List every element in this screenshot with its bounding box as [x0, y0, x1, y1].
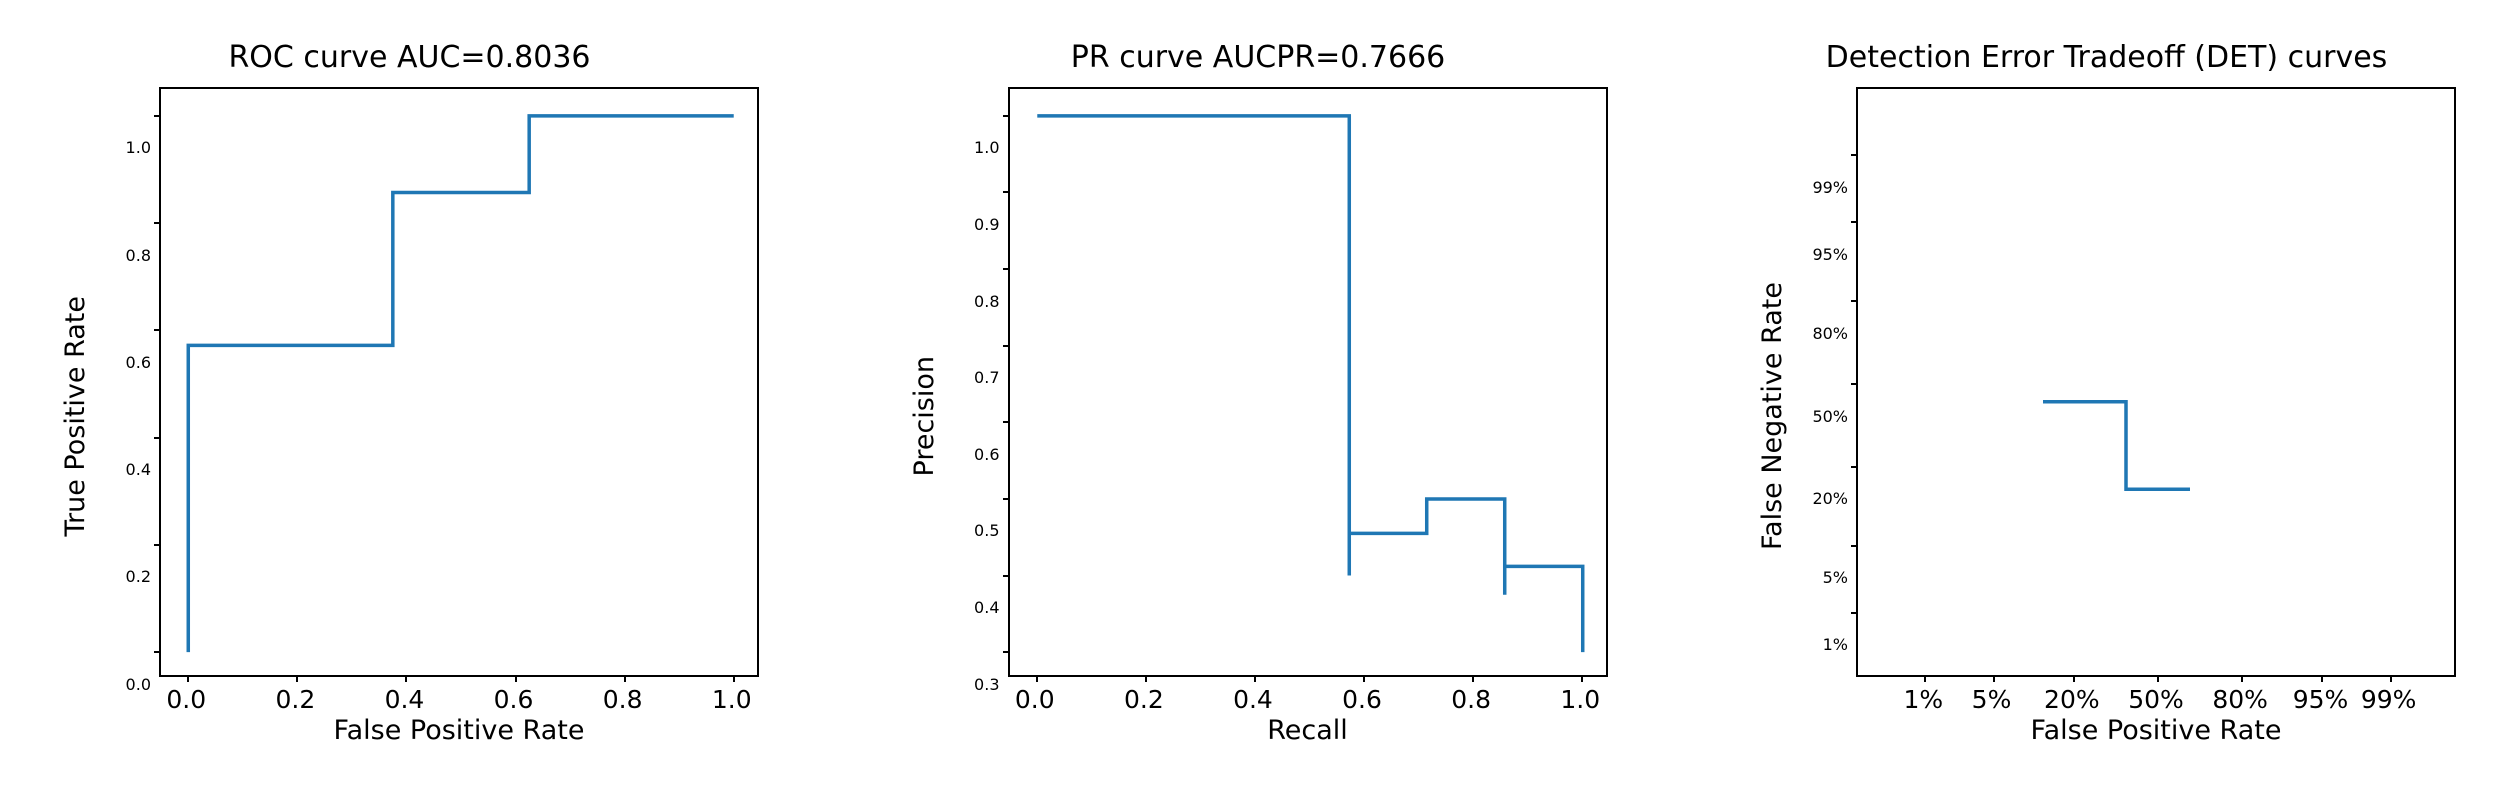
det-axes [1856, 87, 2456, 677]
ytick-mark [154, 222, 161, 224]
curve-line [1037, 116, 1582, 652]
ytick-label: 0.9 [974, 217, 999, 233]
ytick-label: 0.6 [974, 447, 999, 463]
ytick-mark [1851, 300, 1858, 302]
ytick-mark [1003, 345, 1010, 347]
xtick-label: 5% [1972, 685, 2012, 714]
ytick-mark [154, 544, 161, 546]
pr-line-svg [1010, 89, 1610, 679]
xtick-label: 99% [2361, 685, 2417, 714]
xtick-label: 0.6 [1342, 685, 1382, 714]
ytick-label: 0.4 [974, 600, 999, 616]
ytick-mark [1003, 421, 1010, 423]
ytick-mark [1003, 191, 1010, 193]
curve-line [188, 116, 733, 652]
pr-subplot: PR curve AUCPR=0.7666 Precision 0.30.40.… [909, 40, 1608, 746]
ytick-label: 0.0 [126, 677, 151, 693]
det-line-svg [1858, 89, 2458, 679]
ytick-label: 0.4 [126, 462, 151, 478]
roc-subplot: ROC curve AUC=0.8036 True Positive Rate … [60, 40, 759, 746]
pr-xticks: 0.0 0.2 0.4 0.6 0.8 1.0 [1008, 677, 1608, 713]
xtick-label: 80% [2212, 685, 2268, 714]
det-xlabel: False Positive Rate [1856, 715, 2456, 746]
det-yticks: 1% 5% 20% 50% 80% 95% 99% [1796, 122, 1856, 712]
roc-xlabel: False Positive Rate [159, 715, 759, 746]
pr-xlabel: Recall [1008, 715, 1608, 746]
ytick-mark [154, 437, 161, 439]
ytick-mark [154, 651, 161, 653]
xtick-label: 20% [2044, 685, 2100, 714]
figure: ROC curve AUC=0.8036 True Positive Rate … [0, 0, 2516, 798]
pr-title: PR curve AUCPR=0.7666 [1071, 40, 1446, 75]
xtick-label: 1.0 [1560, 685, 1600, 714]
xtick-label: 1.0 [712, 685, 752, 714]
roc-xticks: 0.0 0.2 0.4 0.6 0.8 1.0 [159, 677, 759, 713]
xtick-label: 0.8 [603, 685, 643, 714]
xtick-label: 0.0 [166, 685, 206, 714]
ytick-mark [1851, 612, 1858, 614]
ytick-mark [1003, 651, 1010, 653]
xtick-label: 0.4 [385, 685, 425, 714]
ytick-mark [1003, 268, 1010, 270]
roc-yticks: 0.0 0.2 0.4 0.6 0.8 1.0 [99, 122, 159, 712]
det-title: Detection Error Tradeoff (DET) curves [1826, 40, 2388, 75]
ytick-mark [1003, 115, 1010, 117]
xtick-label: 50% [2128, 685, 2184, 714]
ytick-label: 20% [1812, 491, 1848, 507]
ytick-label: 0.7 [974, 370, 999, 386]
roc-line-svg [161, 89, 761, 679]
ytick-label: 50% [1812, 409, 1848, 425]
roc-ylabel: True Positive Rate [60, 296, 91, 537]
ytick-label: 0.5 [974, 523, 999, 539]
xtick-label: 0.2 [275, 685, 315, 714]
ytick-label: 1.0 [974, 140, 999, 156]
roc-title: ROC curve AUC=0.8036 [228, 40, 590, 75]
xtick-label: 0.6 [494, 685, 534, 714]
pr-axes [1008, 87, 1608, 677]
det-ylabel: False Negative Rate [1757, 282, 1788, 550]
xtick-label: 95% [2293, 685, 2349, 714]
roc-axes [159, 87, 759, 677]
xtick-label: 0.8 [1451, 685, 1491, 714]
xtick-label: 1% [1904, 685, 1944, 714]
xtick-label: 0.0 [1015, 685, 1055, 714]
ytick-mark [1851, 221, 1858, 223]
ytick-mark [154, 115, 161, 117]
ytick-mark [1003, 575, 1010, 577]
ytick-label: 0.8 [126, 248, 151, 264]
pr-yticks: 0.3 0.4 0.5 0.6 0.7 0.8 0.9 1.0 [948, 122, 1008, 712]
det-xticks: 1% 5% 20% 50% 80% 95% 99% [1856, 677, 2456, 713]
ytick-label: 1.0 [126, 140, 151, 156]
ytick-label: 99% [1812, 180, 1848, 196]
ytick-mark [1851, 545, 1858, 547]
det-subplot: Detection Error Tradeoff (DET) curves Fa… [1757, 40, 2456, 746]
ytick-mark [1851, 383, 1858, 385]
ytick-mark [154, 329, 161, 331]
ytick-label: 0.3 [974, 677, 999, 693]
ytick-mark [1851, 466, 1858, 468]
ytick-mark [1003, 498, 1010, 500]
xtick-label: 0.2 [1124, 685, 1164, 714]
ytick-mark [1851, 154, 1858, 156]
ytick-label: 5% [1823, 570, 1848, 586]
xtick-label: 0.4 [1233, 685, 1273, 714]
pr-ylabel: Precision [909, 356, 940, 476]
ytick-label: 95% [1812, 247, 1848, 263]
ytick-label: 0.8 [974, 294, 999, 310]
ytick-label: 1% [1823, 637, 1848, 653]
ytick-label: 0.2 [126, 569, 151, 585]
ytick-label: 0.6 [126, 355, 151, 371]
ytick-label: 80% [1812, 326, 1848, 342]
curve-line [2043, 402, 2190, 490]
